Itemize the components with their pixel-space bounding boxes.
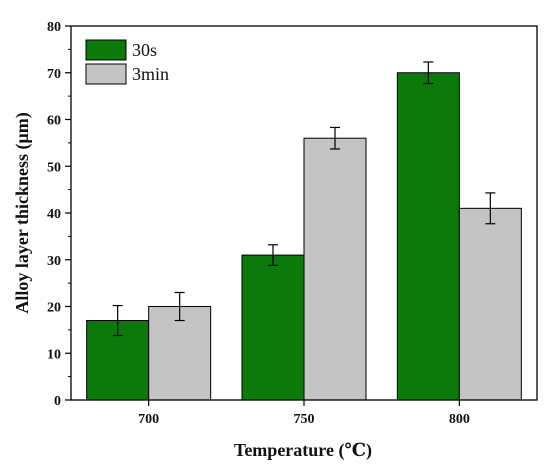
bar-3min-750: [303, 137, 367, 401]
error-bar-3min-700: [174, 291, 185, 322]
y-tick-label: 80: [47, 20, 61, 35]
error-bars-layer: [112, 61, 496, 337]
x-tick-label: 700: [138, 412, 159, 427]
y-axis-label: Alloy layer thickness (μm): [12, 112, 33, 313]
x-tick-label: 800: [449, 412, 470, 427]
y-tick-label: 50: [47, 160, 61, 175]
error-bar-30s-700: [112, 304, 123, 337]
legend-label-3min: 3min: [132, 64, 169, 84]
error-bar-3min-750: [330, 126, 340, 150]
bars-layer: [86, 72, 522, 401]
y-tick-label: 20: [47, 301, 61, 316]
legend-label-30s: 30s: [132, 40, 157, 60]
error-bar-30s-750: [268, 244, 278, 266]
bar-3min-700: [148, 306, 212, 401]
bar-30s-750: [241, 254, 305, 401]
y-tick-label: 10: [47, 347, 61, 362]
y-tick-label: 30: [47, 254, 61, 269]
y-tick-label: 60: [47, 114, 61, 129]
error-bar-3min-800: [485, 192, 496, 225]
x-axis-label: Temperature (℃): [234, 440, 372, 461]
legend: 30s 3min: [85, 39, 169, 85]
error-bar-30s-800: [423, 61, 434, 85]
bar-30s-800: [396, 72, 460, 401]
legend-swatch-3min: [85, 63, 127, 85]
bar-3min-800: [458, 207, 522, 401]
legend-swatch-30s: [85, 39, 127, 61]
y-tick-label: 70: [47, 67, 61, 82]
y-tick-label: 40: [47, 207, 61, 222]
x-tick-label: 750: [294, 412, 315, 427]
y-tick-label: 0: [54, 394, 61, 409]
ticks-layer: 0 10 20 30 40 50 60 70 80 700 750 800: [47, 20, 470, 427]
